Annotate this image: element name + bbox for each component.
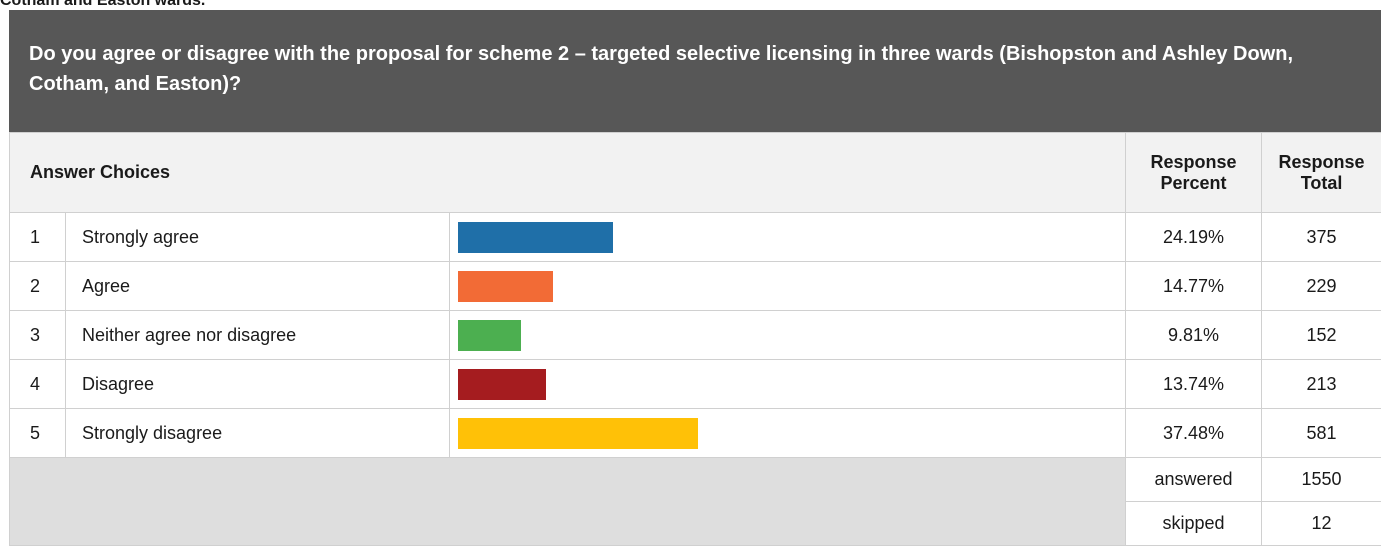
row-index: 2: [9, 261, 66, 311]
survey-results-block: Do you agree or disagree with the propos…: [8, 10, 1381, 546]
bar-cell: [448, 212, 1127, 262]
section-heading: Cotham and Easton wards.: [0, 0, 206, 9]
answer-choices-header: Answer Choices: [8, 132, 1127, 213]
response-total-header-line1: Response: [1278, 151, 1365, 172]
answered-value: 1550: [1261, 457, 1381, 502]
bar-cell: [448, 359, 1127, 409]
skipped-label: skipped: [1125, 501, 1263, 546]
table-row: 1 Strongly agree 24.19% 375: [9, 212, 1381, 262]
response-percent-header-line1: Response: [1150, 151, 1237, 172]
answer-label: Agree: [65, 261, 450, 311]
response-total: 229: [1261, 261, 1381, 311]
response-percent: 14.77%: [1125, 261, 1263, 311]
answer-label: Neither agree nor disagree: [65, 310, 450, 360]
response-total: 375: [1261, 212, 1381, 262]
row-index: 3: [9, 310, 66, 360]
question-banner: Do you agree or disagree with the propos…: [9, 10, 1381, 132]
response-total: 581: [1261, 408, 1381, 458]
row-index: 5: [9, 408, 66, 458]
response-bar: [458, 368, 546, 400]
answered-label: answered: [1125, 457, 1263, 502]
bar-cell: [448, 310, 1127, 360]
table-row: 3 Neither agree nor disagree 9.81% 152: [9, 310, 1381, 360]
summary-blank-area: [8, 457, 1127, 546]
row-index: 1: [9, 212, 66, 262]
response-bar: [458, 270, 553, 302]
response-percent-header-line2: Percent: [1160, 172, 1227, 193]
table-row: 2 Agree 14.77% 229: [9, 261, 1381, 311]
answer-label: Strongly disagree: [65, 408, 450, 458]
response-percent: 24.19%: [1125, 212, 1263, 262]
response-percent: 13.74%: [1125, 359, 1263, 409]
response-bar: [458, 221, 613, 253]
question-text: Do you agree or disagree with the propos…: [29, 43, 1294, 95]
response-total-header: Response Total: [1261, 132, 1381, 213]
answered-row: answered 1550: [8, 457, 1381, 546]
response-percent: 9.81%: [1125, 310, 1263, 360]
answer-label: Disagree: [65, 359, 450, 409]
response-total: 152: [1261, 310, 1381, 360]
answer-label: Strongly agree: [65, 212, 450, 262]
results-table: Answer Choices Response Percent Response…: [8, 132, 1381, 546]
skipped-row: skipped 12: [10, 501, 1381, 546]
table-row: 5 Strongly disagree 37.48% 581: [9, 408, 1381, 458]
response-bar: [458, 319, 521, 351]
response-total: 213: [1261, 359, 1381, 409]
bar-cell: [448, 261, 1127, 311]
response-percent-header: Response Percent: [1125, 132, 1263, 213]
response-percent: 37.48%: [1125, 408, 1263, 458]
response-total-header-line2: Total: [1300, 172, 1343, 193]
table-row: 4 Disagree 13.74% 213: [9, 359, 1381, 409]
table-header-row: Answer Choices Response Percent Response…: [8, 132, 1381, 213]
response-bar: [458, 417, 698, 449]
row-index: 4: [9, 359, 66, 409]
skipped-value: 12: [1261, 501, 1381, 546]
bar-cell: [448, 408, 1127, 458]
